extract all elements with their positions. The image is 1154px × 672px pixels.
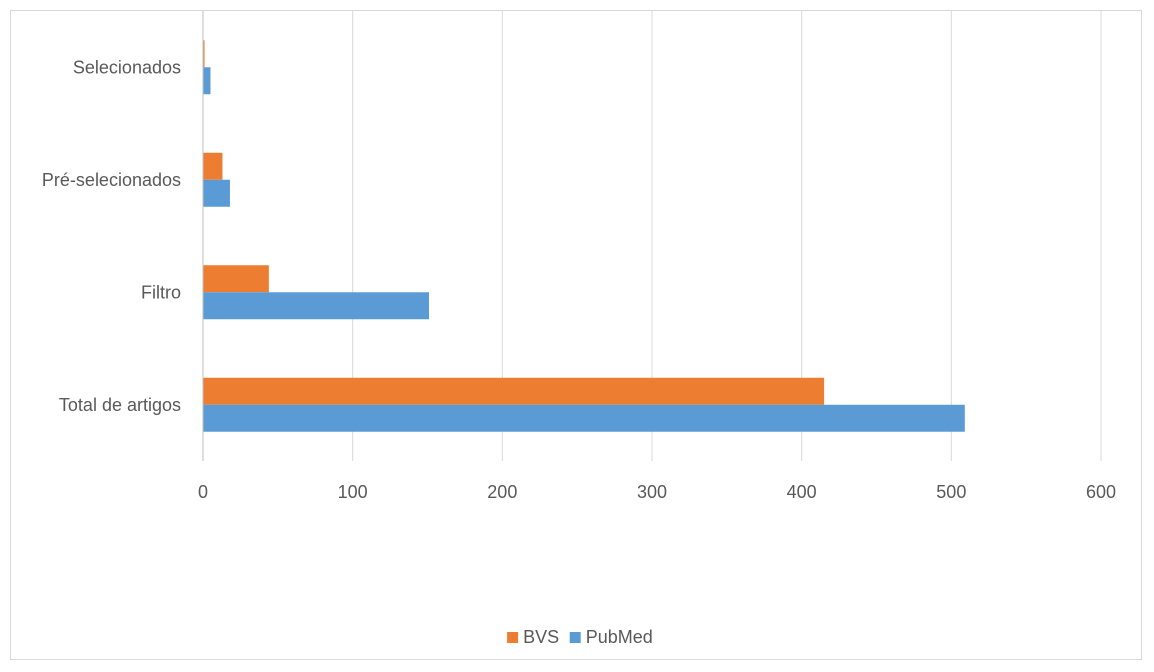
x-tick-label-300: 300 xyxy=(637,482,667,502)
x-tick-label-100: 100 xyxy=(338,482,368,502)
axes: 0 100 200 300 400 500 600 Total de artigos Filtr… xyxy=(42,11,1116,502)
y-tick-label-1: Filtro xyxy=(141,282,181,302)
bars xyxy=(203,40,965,432)
bar-pubmed-0 xyxy=(203,404,965,432)
legend-swatch-pubmed xyxy=(569,632,581,643)
bar-bvs-1 xyxy=(203,265,269,293)
legend: BVS PubMed xyxy=(507,627,653,647)
bar-bvs-3 xyxy=(203,40,205,68)
y-tick-label-3: Selecionados xyxy=(73,57,181,77)
y-tick-label-0: Total de artigos xyxy=(59,395,181,415)
x-tick-label-200: 200 xyxy=(487,482,517,502)
bar-pubmed-2 xyxy=(203,179,230,207)
chart-frame: 0 100 200 300 400 500 600 Total de artigos Filtr… xyxy=(10,10,1142,660)
legend-label-pubmed: PubMed xyxy=(586,627,653,647)
y-tick-label-2: Pré-selecionados xyxy=(42,170,181,190)
x-tick-label-600: 600 xyxy=(1086,482,1116,502)
bar-bvs-0 xyxy=(203,377,825,405)
legend-swatch-bvs xyxy=(507,632,519,643)
x-tick-label-0: 0 xyxy=(198,482,208,502)
bar-pubmed-1 xyxy=(203,292,429,320)
x-tick-label-500: 500 xyxy=(936,482,966,502)
bar-bvs-2 xyxy=(203,152,223,180)
x-tick-label-400: 400 xyxy=(787,482,817,502)
legend-label-bvs: BVS xyxy=(523,627,559,647)
bar-chart: 0 100 200 300 400 500 600 Total de artigos Filtr… xyxy=(42,11,1116,647)
bar-pubmed-3 xyxy=(203,67,211,95)
